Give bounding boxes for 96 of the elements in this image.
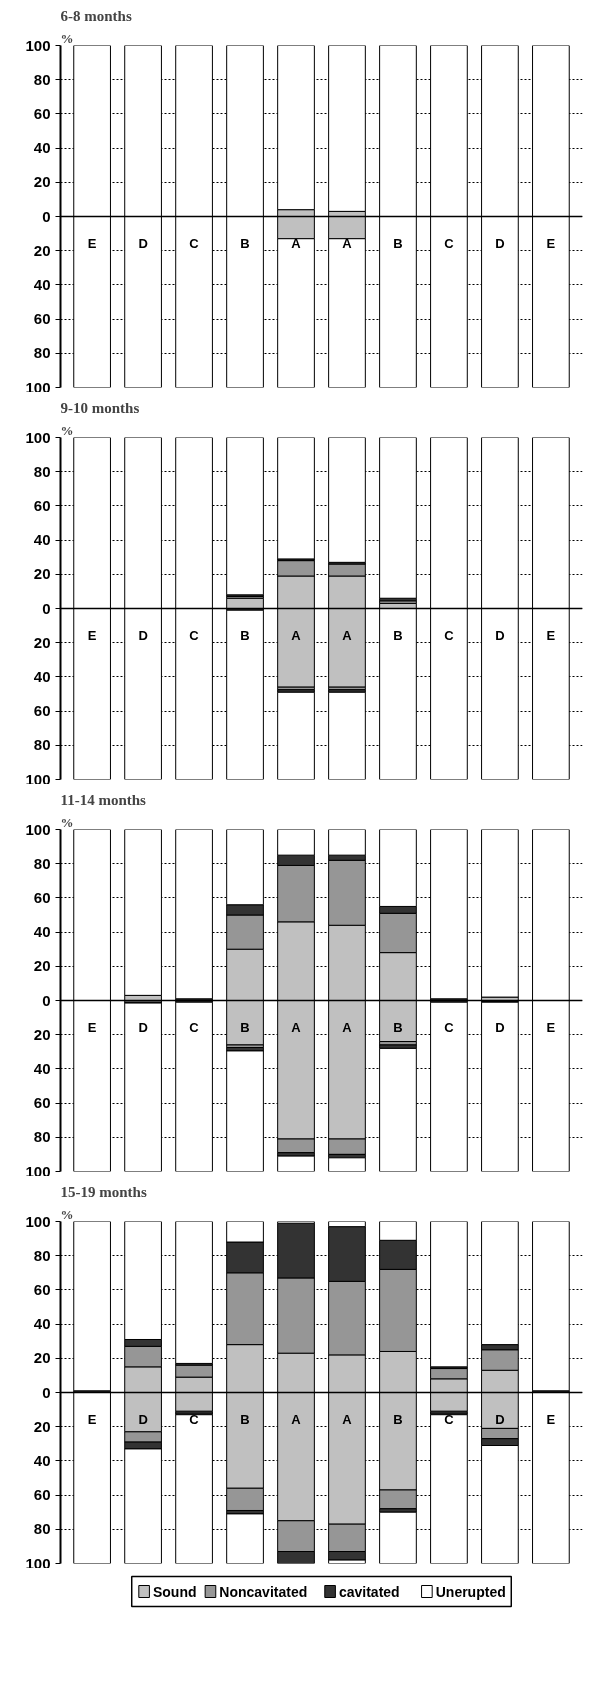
x-tick-label: D (495, 236, 505, 251)
legend-label: Sound (152, 1583, 197, 1600)
y-tick-label: 20 (33, 565, 51, 583)
y-tick-label: 40 (33, 139, 51, 157)
y-tick-label: 40 (33, 667, 51, 685)
x-tick-label: A (291, 628, 302, 643)
y-axis-title: % (60, 30, 74, 46)
x-tick-label: C (189, 1020, 200, 1035)
x-tick-label: B (240, 1412, 250, 1427)
y-tick-label: 80 (33, 736, 51, 754)
x-tick-label: B (393, 236, 403, 251)
y-tick-label: 20 (33, 1025, 51, 1043)
y-tick-label: 80 (33, 344, 51, 362)
x-tick-label: C (444, 1020, 455, 1035)
x-tick-label: A (342, 1412, 353, 1427)
x-tick-label: E (546, 1020, 556, 1035)
y-tick-label: 100 (25, 1554, 51, 1572)
x-tick-label: D (138, 628, 148, 643)
y-tick-label: 20 (33, 957, 51, 975)
y-tick-label: 100 (25, 378, 51, 396)
x-tick-label: C (189, 1412, 200, 1427)
chart-title: 6-8 months (60, 7, 132, 24)
legend-label: cavitated (338, 1583, 400, 1600)
y-tick-label: 20 (33, 633, 51, 651)
y-tick-label: 40 (33, 275, 51, 293)
x-tick-label: C (189, 236, 200, 251)
y-tick-label: 0 (42, 599, 51, 617)
chart-title: 15-19 months (60, 1183, 147, 1200)
y-tick-label: 60 (33, 702, 51, 720)
y-tick-label: 80 (33, 1520, 51, 1538)
y-tick-label: 80 (33, 1128, 51, 1146)
x-tick-label: E (546, 628, 556, 643)
y-tick-label: 40 (33, 1451, 51, 1469)
x-tick-label: B (240, 1020, 250, 1035)
chart-title: 9-10 months (60, 399, 140, 416)
y-tick-label: 0 (42, 991, 51, 1009)
x-tick-label: C (444, 628, 455, 643)
x-tick-label: E (546, 1412, 556, 1427)
y-tick-label: 100 (25, 1162, 51, 1180)
x-tick-label: A (342, 236, 353, 251)
y-tick-label: 80 (33, 1246, 51, 1264)
y-tick-label: 60 (33, 1486, 51, 1504)
x-tick-label: D (495, 1020, 505, 1035)
x-tick-label: E (87, 236, 97, 251)
x-tick-label: B (240, 628, 250, 643)
y-axis-title: % (60, 422, 74, 438)
x-tick-label: D (495, 628, 505, 643)
y-tick-label: 80 (33, 70, 51, 88)
x-tick-label: B (393, 1020, 403, 1035)
y-tick-label: 80 (33, 854, 51, 872)
x-tick-label: A (291, 236, 302, 251)
x-tick-label: D (495, 1412, 505, 1427)
x-tick-label: E (87, 1412, 97, 1427)
x-tick-label: B (240, 236, 250, 251)
y-tick-label: 20 (33, 173, 51, 191)
x-tick-label: A (291, 1412, 302, 1427)
y-axis-title: % (60, 1206, 74, 1222)
y-tick-label: 20 (33, 1349, 51, 1367)
x-tick-label: E (87, 628, 97, 643)
y-tick-label: 100 (25, 1212, 51, 1230)
x-tick-label: D (138, 1020, 148, 1035)
y-tick-label: 60 (33, 1280, 51, 1298)
x-tick-label: D (138, 236, 148, 251)
x-tick-label: A (342, 1020, 353, 1035)
y-tick-label: 40 (33, 1059, 51, 1077)
x-tick-label: B (393, 1412, 403, 1427)
legend-label: Noncavitated (219, 1583, 308, 1600)
x-tick-label: E (546, 236, 556, 251)
x-tick-label: C (444, 236, 455, 251)
legend-label: Unerupted (435, 1583, 506, 1600)
y-tick-label: 60 (33, 496, 51, 514)
y-axis-title: % (60, 814, 74, 830)
chart-title: 11-14 months (60, 791, 147, 808)
x-tick-label: A (342, 628, 353, 643)
x-tick-label: B (393, 628, 403, 643)
x-tick-label: A (291, 1020, 302, 1035)
y-tick-label: 80 (33, 462, 51, 480)
x-tick-label: D (138, 1412, 148, 1427)
x-tick-label: E (87, 1020, 97, 1035)
x-tick-label: C (444, 1412, 455, 1427)
y-tick-label: 0 (42, 207, 51, 225)
y-tick-label: 20 (33, 1417, 51, 1435)
y-tick-label: 20 (33, 241, 51, 259)
y-tick-label: 40 (33, 531, 51, 549)
y-tick-label: 100 (25, 820, 51, 838)
y-tick-label: 100 (25, 770, 51, 788)
y-tick-label: 60 (33, 104, 51, 122)
y-tick-label: 100 (25, 36, 51, 54)
y-tick-label: 40 (33, 923, 51, 941)
y-tick-label: 60 (33, 888, 51, 906)
y-tick-label: 60 (33, 1094, 51, 1112)
x-tick-label: C (189, 628, 200, 643)
y-tick-label: 100 (25, 428, 51, 446)
y-tick-label: 0 (42, 1383, 51, 1401)
y-tick-label: 60 (33, 310, 51, 328)
y-tick-label: 40 (33, 1315, 51, 1333)
